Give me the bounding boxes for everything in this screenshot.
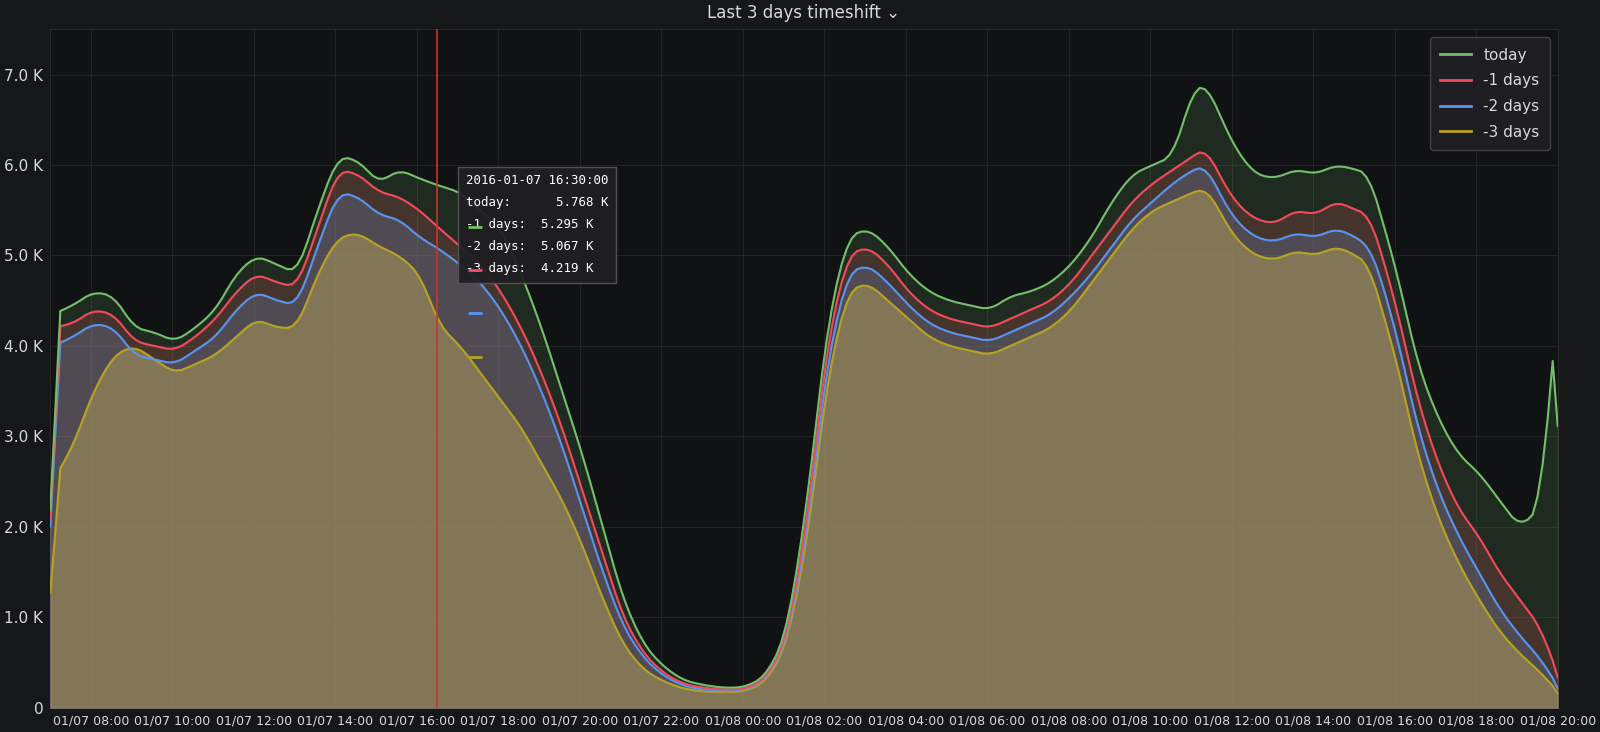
Legend: today, -1 days, -2 days, -3 days: today, -1 days, -2 days, -3 days	[1430, 37, 1550, 150]
Text: 2016-01-07 16:30:00
today:      5.768 K
-1 days:  5.295 K
-2 days:  5.067 K
-3 d: 2016-01-07 16:30:00 today: 5.768 K -1 da…	[466, 174, 608, 275]
Title: Last 3 days timeshift ⌄: Last 3 days timeshift ⌄	[707, 4, 901, 22]
